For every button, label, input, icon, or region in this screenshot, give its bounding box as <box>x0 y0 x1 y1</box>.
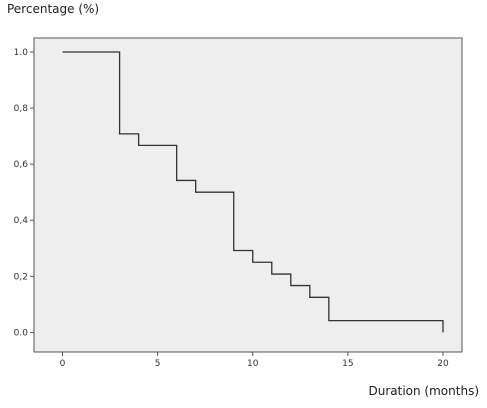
y-tick-label: 0,4 <box>14 216 29 226</box>
y-tick-label: 0,2 <box>14 272 28 282</box>
y-axis-title: Percentage (%) <box>7 2 100 16</box>
x-tick-label: 20 <box>437 359 449 369</box>
x-axis-title: Duration (months) <box>368 384 480 398</box>
plot-area <box>33 37 463 353</box>
y-tick-label: 0,6 <box>14 160 29 170</box>
x-tick-label: 10 <box>247 359 259 369</box>
x-axis: 0 5 10 15 20 <box>60 352 449 369</box>
survival-step-line <box>62 51 444 333</box>
x-tick-label: 5 <box>155 359 161 369</box>
y-tick-label: 0,8 <box>14 104 29 114</box>
y-axis: 0.0 0,2 0,4 0,6 0,8 1.0 <box>14 48 34 338</box>
x-tick-label: 15 <box>342 359 353 369</box>
y-tick-label: 0.0 <box>14 328 29 338</box>
x-tick-label: 0 <box>60 359 66 369</box>
y-tick-label: 1.0 <box>14 48 29 58</box>
